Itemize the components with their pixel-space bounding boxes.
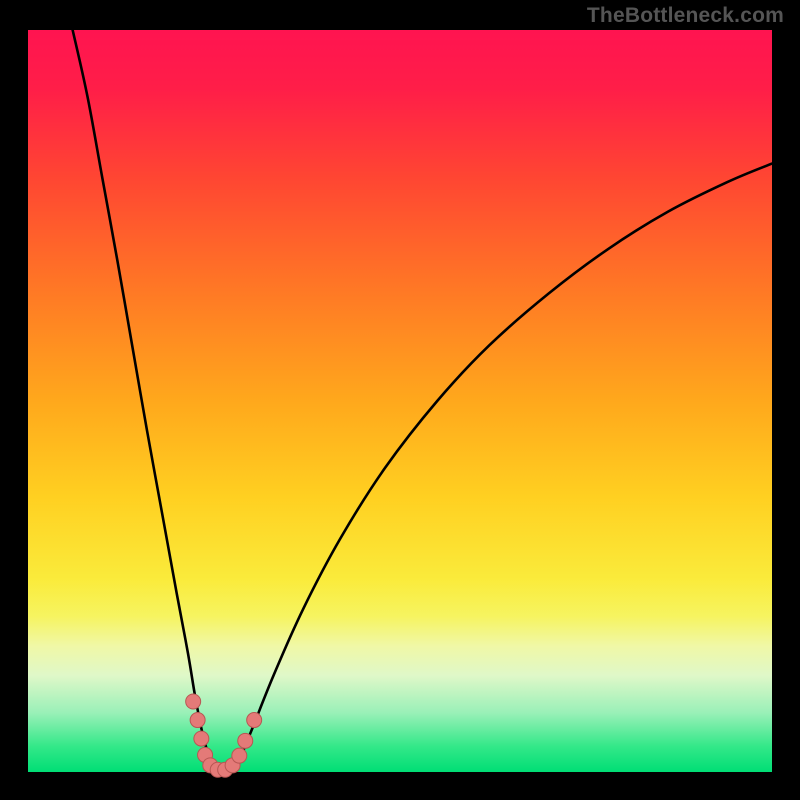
data-marker [186,694,201,709]
data-marker [190,713,205,728]
watermark-text: TheBottleneck.com [587,4,784,28]
data-marker [238,733,253,748]
data-marker [247,713,262,728]
chart-container: TheBottleneck.com [0,0,800,800]
plot-background [28,30,772,772]
bottleneck-chart [0,0,800,800]
data-marker [194,731,209,746]
data-marker [232,748,247,763]
